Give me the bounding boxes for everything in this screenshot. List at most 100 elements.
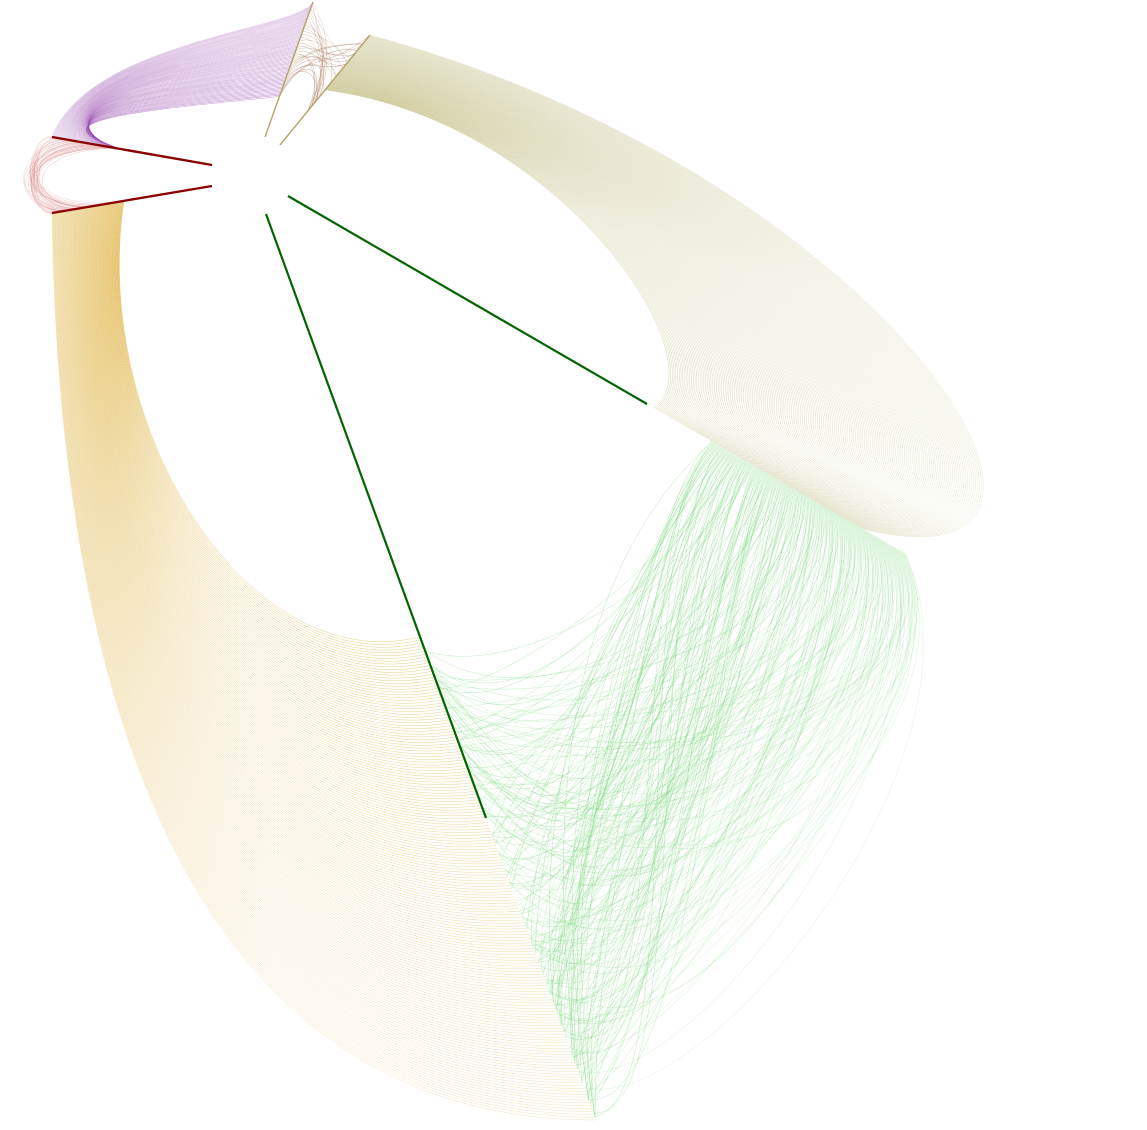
edge — [80, 42, 299, 143]
edge — [453, 462, 750, 730]
edge — [443, 545, 903, 743]
edge — [308, 14, 325, 96]
axis-red-lower — [51, 184, 213, 215]
edge — [56, 212, 584, 1086]
edge — [577, 447, 723, 1082]
edge — [531, 482, 783, 945]
edge — [84, 207, 514, 896]
edge — [338, 72, 762, 446]
edge — [337, 74, 753, 442]
edge — [56, 212, 586, 1092]
edge — [72, 209, 547, 984]
edge — [565, 454, 735, 1040]
edge — [332, 80, 721, 430]
edge — [84, 207, 515, 899]
edge — [471, 550, 914, 828]
edge — [482, 478, 776, 853]
edge — [51, 1, 314, 138]
edge — [573, 509, 831, 1059]
edge — [546, 499, 812, 985]
edge — [448, 495, 805, 748]
edge — [92, 205, 494, 842]
edge — [356, 51, 885, 495]
edge — [535, 500, 814, 954]
edge — [333, 79, 726, 432]
edge — [53, 212, 593, 1112]
edge — [362, 43, 932, 515]
edge — [360, 46, 913, 507]
edge — [57, 211, 582, 1081]
edge — [511, 462, 748, 889]
edge — [338, 73, 759, 445]
edge — [553, 526, 866, 1006]
edge — [362, 44, 928, 513]
edge — [357, 49, 898, 500]
edge — [112, 202, 440, 696]
edge — [300, 37, 321, 103]
edge — [492, 476, 774, 836]
edge — [565, 489, 796, 1037]
edge — [580, 454, 735, 1078]
edge — [33, 146, 108, 211]
axis-tan-left — [264, 1, 314, 138]
edge — [113, 201, 436, 684]
edge — [75, 33, 302, 142]
edge — [64, 210, 565, 1035]
edge — [358, 49, 900, 501]
edge — [471, 463, 750, 827]
edge — [516, 516, 845, 924]
edge — [588, 483, 786, 1099]
edge — [108, 202, 450, 721]
edge — [471, 546, 905, 778]
edge — [430, 456, 738, 683]
edge — [75, 208, 537, 958]
edge — [70, 209, 552, 998]
edge — [33, 143, 107, 205]
edge — [570, 491, 798, 1054]
edge — [116, 201, 430, 668]
edge — [335, 77, 737, 436]
edge — [359, 47, 909, 505]
edge — [436, 541, 895, 761]
edge — [336, 76, 744, 439]
edge — [32, 143, 93, 207]
edge — [282, 71, 318, 101]
edge — [429, 545, 905, 849]
edge — [492, 479, 779, 837]
edge — [109, 202, 447, 712]
edge — [571, 511, 835, 1056]
edge — [82, 207, 522, 916]
edge — [294, 51, 346, 66]
edge — [353, 54, 869, 488]
edge — [59, 211, 578, 1069]
edge — [542, 476, 773, 973]
edge — [76, 34, 302, 142]
edge — [522, 520, 851, 918]
edge — [107, 203, 454, 732]
edge — [587, 493, 803, 1100]
edge — [555, 504, 821, 1011]
edge — [108, 202, 452, 726]
edge — [309, 11, 324, 109]
edge — [79, 208, 528, 933]
edge — [295, 47, 354, 57]
edge — [549, 451, 730, 1003]
edge — [332, 80, 719, 429]
edge — [58, 10, 311, 139]
axis-green-right — [287, 195, 648, 405]
pink-bundle — [23, 136, 117, 215]
edge — [69, 25, 305, 141]
edge — [352, 56, 858, 484]
edge — [425, 465, 754, 657]
edge — [76, 208, 535, 953]
edge — [594, 459, 744, 1118]
edge — [75, 208, 538, 961]
edge — [571, 530, 874, 1054]
edge — [62, 211, 571, 1049]
edge — [69, 210, 554, 1004]
edge — [525, 477, 774, 927]
edge — [355, 52, 877, 491]
edge — [557, 505, 823, 1025]
edge — [114, 201, 434, 679]
edge — [352, 56, 856, 483]
